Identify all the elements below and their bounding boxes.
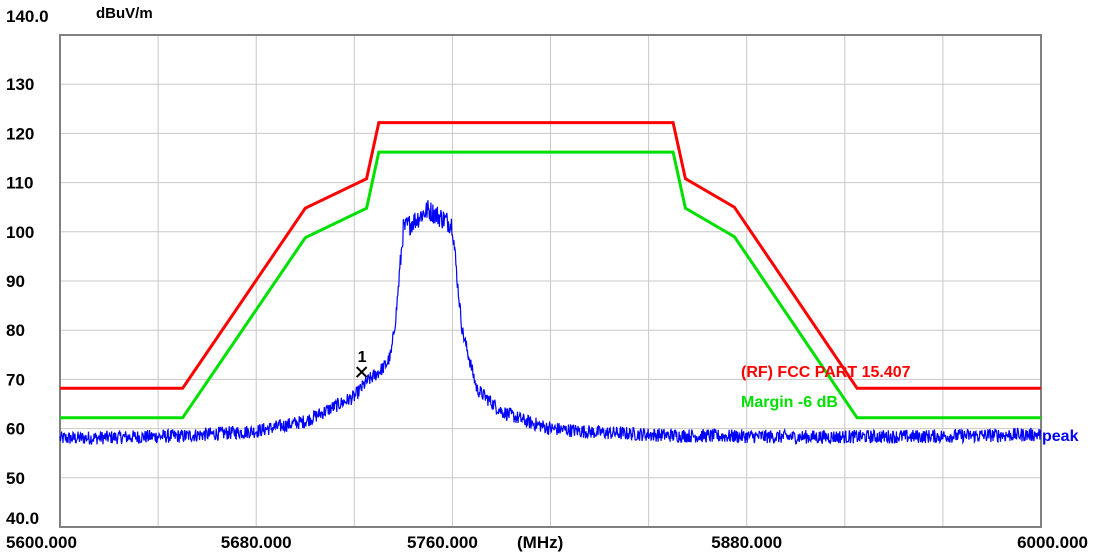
y-tick-label: 100	[6, 223, 34, 242]
x-tick-label: 5880.000	[711, 533, 782, 552]
marker-1-label: 1	[358, 349, 367, 366]
margin-line-label: Margin -6 dB	[741, 394, 838, 411]
y-tick-labels: 140.0 130 120 110 100 90 80 70 60 50 40.0	[6, 7, 49, 528]
margin-line-series	[60, 150, 1041, 420]
limit-line-label: (RF) FCC PART 15.407	[741, 364, 911, 381]
y-tick-label: 110	[6, 174, 33, 193]
x-axis-unit-label: (MHz)	[517, 533, 563, 552]
x-tick-label: 6000.000	[1017, 533, 1088, 552]
peak-trace-label: peak	[1042, 428, 1079, 445]
x-tick-label: 5680.000	[221, 533, 292, 552]
y-tick-label: 140.0	[6, 7, 49, 26]
y-tick-label: 90	[6, 272, 25, 291]
x-tick-label: 5600.000	[6, 533, 77, 552]
marker-1: 1	[355, 349, 368, 378]
x-tick-label: 5760.000	[407, 533, 478, 552]
y-tick-label: 80	[6, 321, 25, 340]
y-tick-label: 40.0	[6, 509, 39, 528]
y-axis-unit-label: dBuV/m	[96, 5, 153, 22]
y-tick-label: 50	[6, 469, 25, 488]
marker-1-cross	[355, 366, 368, 378]
y-tick-label: 130	[6, 75, 34, 94]
limit-line-series	[60, 121, 1041, 390]
x-tick-labels: 5600.000 5680.000 5760.000 5880.000 6000.000	[6, 533, 1088, 552]
y-tick-label: 60	[6, 420, 25, 439]
plot-frame	[59, 34, 1042, 528]
y-tick-label: 70	[6, 370, 25, 389]
y-tick-label: 120	[6, 124, 34, 143]
peak-trace-series	[59, 200, 1042, 445]
